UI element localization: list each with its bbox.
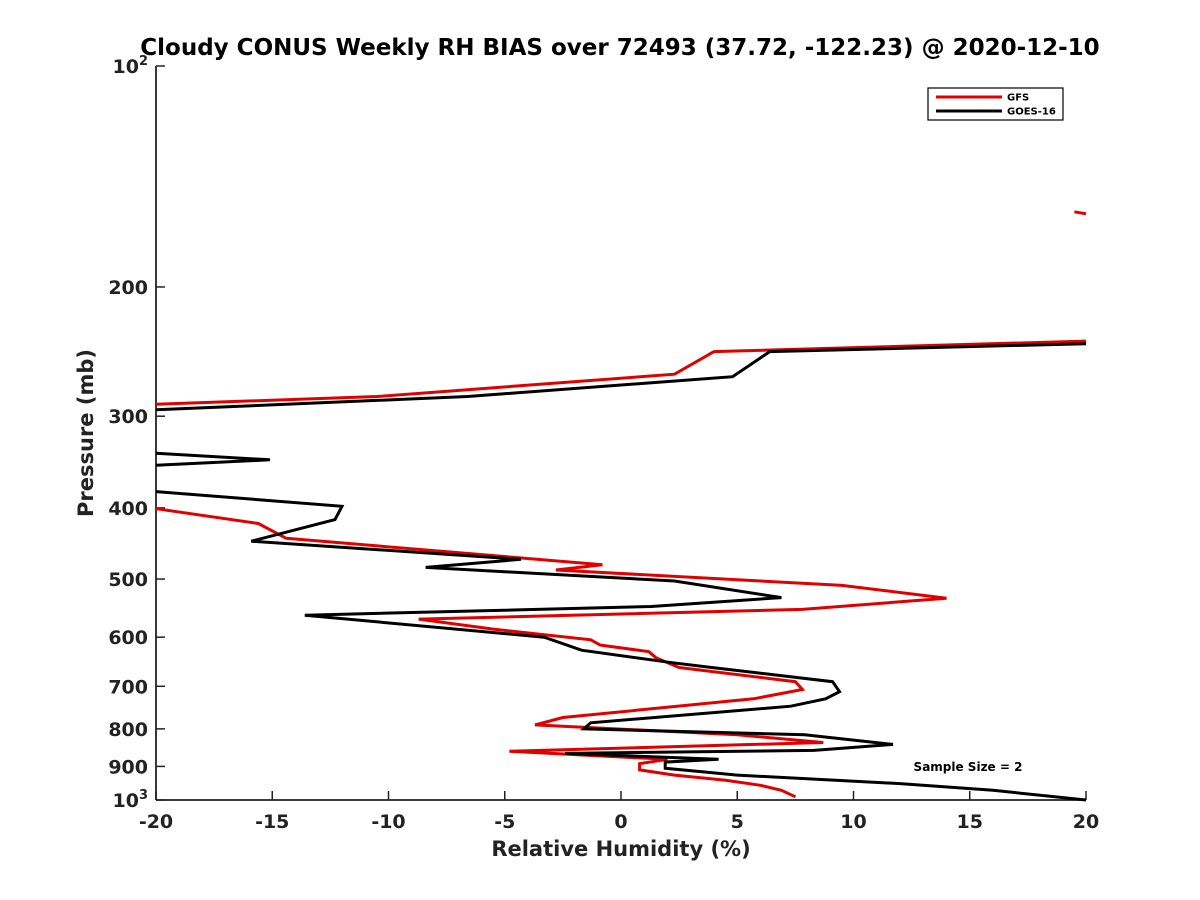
series-line-goes-16 <box>155 342 1087 412</box>
y-tick-label: 800 <box>108 719 148 741</box>
legend-label-gfs: GFS <box>1007 93 1029 104</box>
x-tick-label: 10 <box>840 811 866 833</box>
y-ticks: 102 200 300 400 500 600 700 800 900 103 <box>108 54 165 812</box>
y-axis-title: Pressure (mb) <box>74 349 98 517</box>
y-tick-label: 102 <box>113 54 149 78</box>
series-line-gfs <box>155 339 1087 406</box>
y-tick-label: 700 <box>108 676 148 698</box>
x-tick-label: 5 <box>731 811 744 833</box>
x-axis-title: Relative Humidity (%) <box>491 837 750 861</box>
legend: GFS GOES-16 <box>927 87 1064 121</box>
y-tick-label: 300 <box>108 406 148 428</box>
x-tick-label: 0 <box>614 811 627 833</box>
legend-box <box>927 87 1064 121</box>
series-line-gfs <box>1074 210 1087 216</box>
y-tick-label: 103 <box>113 788 149 812</box>
x-tick-label: -15 <box>255 811 289 833</box>
y-tick-label: 900 <box>108 756 148 778</box>
x-tick-label: -5 <box>494 811 515 833</box>
x-tick-label: -20 <box>139 811 173 833</box>
x-tick-label: -10 <box>371 811 405 833</box>
plot-axes <box>155 66 1086 801</box>
y-tick-label: 200 <box>108 277 148 299</box>
y-tick-label: 500 <box>108 569 148 591</box>
series-line-gfs <box>155 507 947 799</box>
x-ticks: -20 -15 -10 -5 0 5 10 15 20 <box>139 791 1099 833</box>
series-layer <box>155 210 1087 802</box>
x-tick-label: 20 <box>1073 811 1099 833</box>
series-line-goes-16 <box>155 451 270 467</box>
y-tick-label: 600 <box>108 627 148 649</box>
series-line-goes-16 <box>155 490 1087 802</box>
sample-size-annotation: Sample Size = 2 <box>914 760 1023 774</box>
chart-title: Cloudy CONUS Weekly RH BIAS over 72493 (… <box>140 35 1099 61</box>
x-tick-label: 15 <box>957 811 983 833</box>
y-tick-label: 400 <box>108 498 148 520</box>
legend-label-goes-16: GOES-16 <box>1007 107 1056 118</box>
